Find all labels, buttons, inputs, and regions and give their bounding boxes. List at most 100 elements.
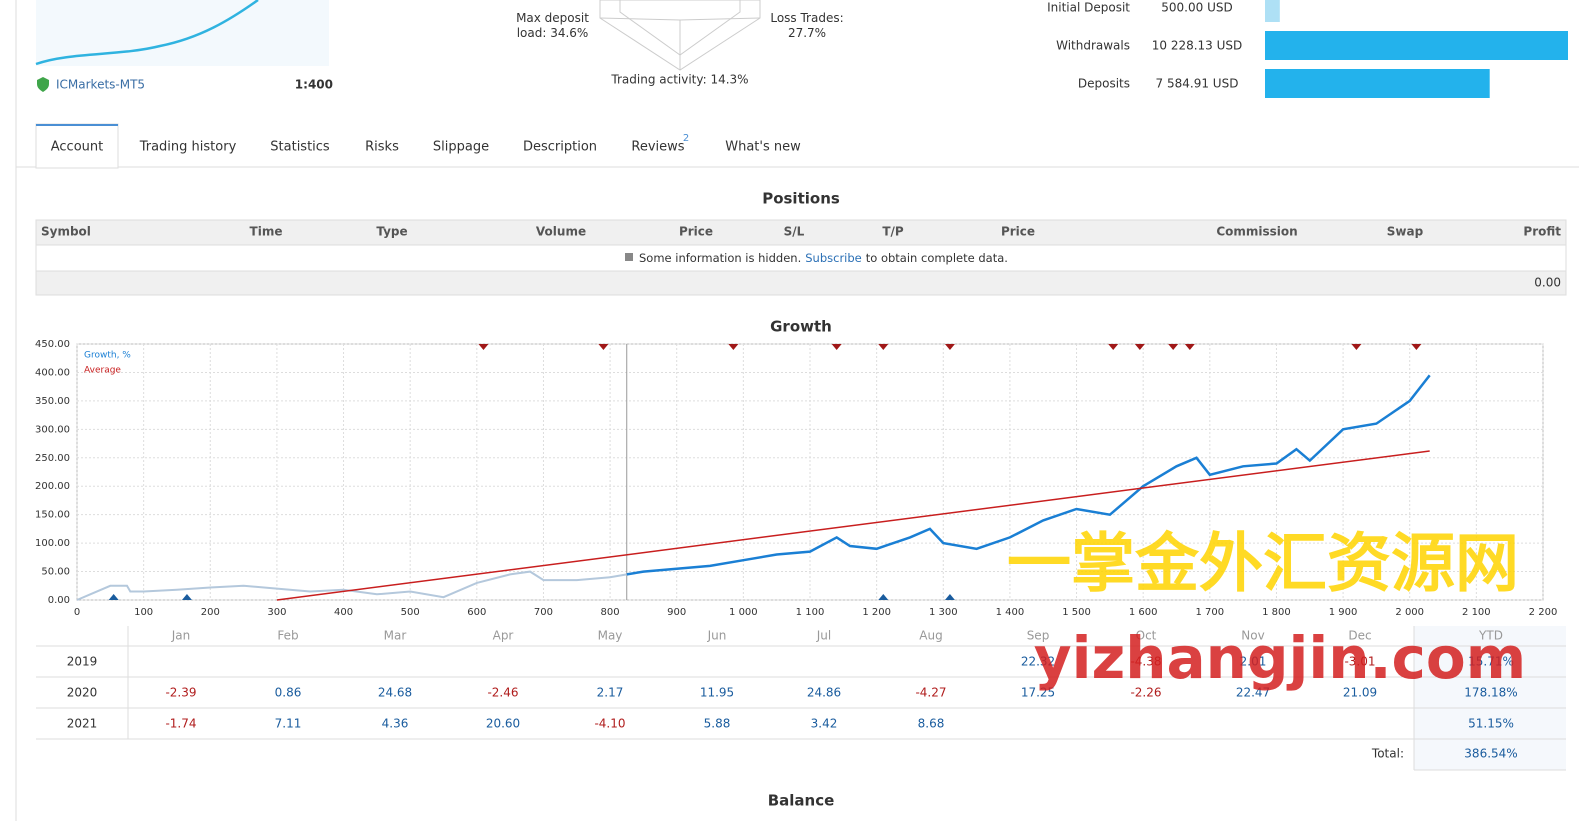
month-value: -2.39 (165, 686, 196, 700)
lock-icon (625, 253, 633, 261)
tab[interactable]: Account (51, 140, 104, 155)
withdrawal-marker (831, 344, 842, 350)
hidden-note: Some information is hidden. Subscribe to o… (639, 251, 1008, 265)
growth-line (626, 374, 1431, 576)
month-value: 3.42 (811, 717, 838, 731)
withdrawal-marker (944, 344, 955, 350)
legend-entry: Growth, % (84, 351, 131, 361)
total-value: 386.54% (1464, 747, 1517, 761)
x-tick-label: 1 900 (1329, 607, 1358, 618)
leverage: 1:400 (295, 78, 333, 92)
watermark: yizhangjin.com (1034, 624, 1526, 692)
month-header: Sep (1027, 629, 1050, 643)
deposit-marker (878, 594, 889, 600)
column-header: Commission (1216, 225, 1297, 239)
x-tick-label: 800 (601, 607, 620, 618)
month-header: Feb (277, 629, 298, 643)
y-tick-label: 250.00 (35, 453, 70, 464)
x-tick-label: 1 000 (729, 607, 758, 618)
x-tick-label: 300 (267, 607, 286, 618)
month-value: -4.27 (915, 686, 946, 700)
month-value: 7.11 (275, 717, 302, 731)
month-value: -3.01 (1344, 655, 1375, 669)
month-header: Jul (816, 629, 831, 643)
tab-badge: 2 (683, 133, 689, 144)
x-tick-label: 1 700 (1195, 607, 1224, 618)
tab[interactable]: Slippage (433, 140, 489, 155)
ytd-value: 15.71% (1468, 655, 1514, 669)
y-tick-label: 200.00 (35, 481, 70, 492)
deposit-marker (181, 594, 192, 600)
fund-bar (1265, 31, 1568, 60)
x-tick-label: 1 100 (796, 607, 825, 618)
year-label: 2019 (67, 655, 98, 669)
radar-label: Max deposit load: 34.6% (516, 11, 589, 40)
fund-value: 7 584.91 USD (1156, 77, 1239, 91)
month-value: 24.86 (807, 686, 841, 700)
positions-total-row (35, 270, 1567, 296)
month-value: -2.46 (487, 686, 518, 700)
tab[interactable]: Reviews (631, 140, 684, 155)
section-title: Positions (762, 190, 840, 208)
x-tick-label: 100 (134, 607, 153, 618)
tab[interactable]: Description (523, 140, 597, 155)
month-value: -4.10 (594, 717, 625, 731)
ytd-value: 178.18% (1464, 686, 1517, 700)
fund-label: Initial Deposit (1047, 1, 1130, 15)
note-text: to obtain complete data. (866, 251, 1008, 265)
tab[interactable]: Trading history (139, 140, 237, 155)
tab[interactable]: Risks (365, 140, 399, 155)
month-value: 24.68 (378, 686, 412, 700)
deposit-marker (944, 594, 955, 600)
radar-label: Loss Trades: 27.7% (770, 11, 844, 40)
column-header: S/L (784, 225, 805, 239)
withdrawal-marker (728, 344, 739, 350)
y-tick-label: 350.00 (35, 396, 70, 407)
radar (599, 0, 761, 71)
x-tick-label: 1 400 (996, 607, 1025, 618)
column-header: Profit (1523, 225, 1561, 239)
thumb-curve (35, 0, 259, 66)
month-value: 22.47 (1236, 686, 1270, 700)
fund-bar (1265, 69, 1490, 98)
withdrawal-marker (598, 344, 609, 350)
withdrawal-marker (1108, 344, 1119, 350)
subscribe-link[interactable]: Subscribe (805, 251, 862, 265)
x-tick-label: 500 (401, 607, 420, 618)
x-tick-label: 1 600 (1129, 607, 1158, 618)
legend-entry: Average (84, 366, 121, 376)
month-value: 0.86 (275, 686, 302, 700)
chart-title: Growth (770, 318, 832, 336)
month-header: Oct (1136, 629, 1157, 643)
positions-hidden-row (35, 244, 1567, 272)
column-header: T/P (882, 225, 904, 239)
tab[interactable]: What's new (725, 140, 801, 155)
x-tick-label: 1 300 (929, 607, 958, 618)
month-value: 17.25 (1021, 686, 1055, 700)
month-header: YTD (1478, 629, 1503, 643)
column-header: Volume (536, 225, 586, 239)
column-header: Time (250, 225, 283, 239)
year-label: 2020 (67, 686, 98, 700)
column-header: Price (1001, 225, 1035, 239)
x-tick-label: 2 000 (1395, 607, 1424, 618)
watermark: 一掌金外汇资源网 (1007, 528, 1519, 602)
month-value: 22.32 (1021, 655, 1055, 669)
fund-value: 10 228.13 USD (1152, 39, 1243, 53)
fund-value: 500.00 USD (1161, 1, 1232, 15)
deposit-marker (108, 594, 119, 600)
x-tick-label: 1 200 (862, 607, 891, 618)
month-header: May (598, 629, 623, 643)
tab[interactable]: Statistics (270, 140, 330, 155)
server-name: ICMarkets-MT5 (56, 78, 145, 92)
month-value: -1.74 (165, 717, 196, 731)
fund-label: Withdrawals (1056, 39, 1130, 53)
month-value: 8.68 (918, 717, 945, 731)
column-header: Type (376, 225, 407, 239)
month-value: -2.26 (1130, 686, 1161, 700)
withdrawal-marker (1168, 344, 1179, 350)
x-tick-label: 2 200 (1529, 607, 1558, 618)
growth-history-line (76, 570, 627, 601)
month-value: -4.38 (1130, 655, 1161, 669)
month-header: Jan (171, 629, 191, 643)
